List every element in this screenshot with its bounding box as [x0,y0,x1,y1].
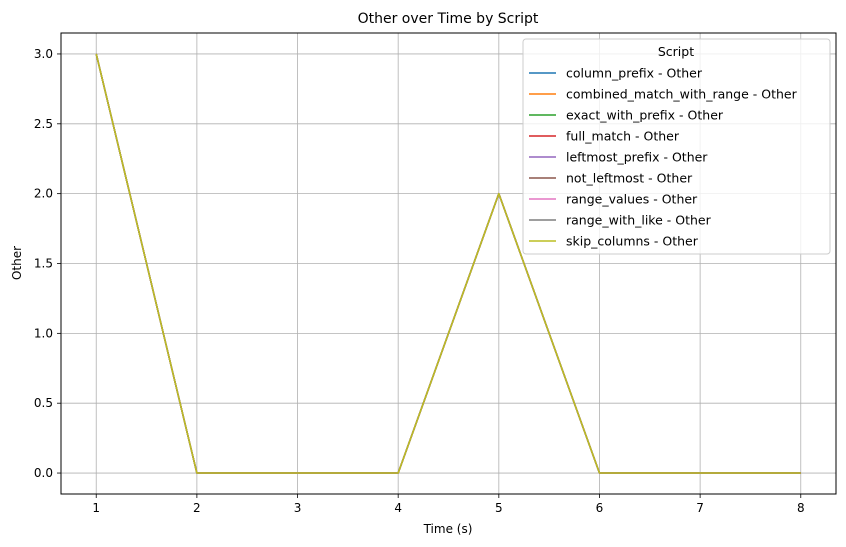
legend: Script column_prefix - Other combined_mat… [522,38,831,255]
legend-entry: range_values - Other [566,192,698,207]
legend-entry: column_prefix - Other [566,66,703,81]
x-tick-label: 1 [92,501,100,515]
legend-box [522,38,831,255]
series-lines [95,53,801,474]
y-tick-label: 0.5 [34,396,53,410]
legend-entry: range_with_like - Other [566,213,712,228]
legend-title: Script [658,44,694,59]
y-tick-label: 3.0 [34,47,53,61]
legend-entry: combined_match_with_range - Other [566,87,798,102]
x-tick-label: 4 [394,501,402,515]
y-tick-label: 2.0 [34,187,53,201]
chart-title: Other over Time by Script [358,11,539,27]
x-tick-label: 2 [193,501,201,515]
x-tick-label: 7 [696,501,704,515]
legend-entry: leftmost_prefix - Other [566,150,708,165]
y-tick-label: 0.0 [34,466,53,480]
x-axis-ticks: 1 2 3 4 5 6 7 8 [92,494,805,515]
x-tick-label: 5 [495,501,503,515]
series-line-skip-columns-other [95,53,801,474]
y-tick-label: 1.0 [34,326,53,340]
y-tick-label: 2.5 [34,117,53,131]
x-axis-label: Time (s) [423,522,473,536]
x-tick-label: 6 [596,501,604,515]
y-axis-ticks: 0.0 0.5 1.0 1.5 2.0 2.5 3.0 [34,47,61,480]
y-axis-label: Other [10,246,24,280]
x-tick-label: 3 [294,501,302,515]
x-tick-label: 8 [797,501,805,515]
legend-entry: not_leftmost - Other [566,171,693,186]
legend-entry: skip_columns - Other [566,234,699,249]
y-tick-label: 1.5 [34,257,53,271]
legend-entry: full_match - Other [566,129,680,144]
legend-entry: exact_with_prefix - Other [566,108,724,123]
